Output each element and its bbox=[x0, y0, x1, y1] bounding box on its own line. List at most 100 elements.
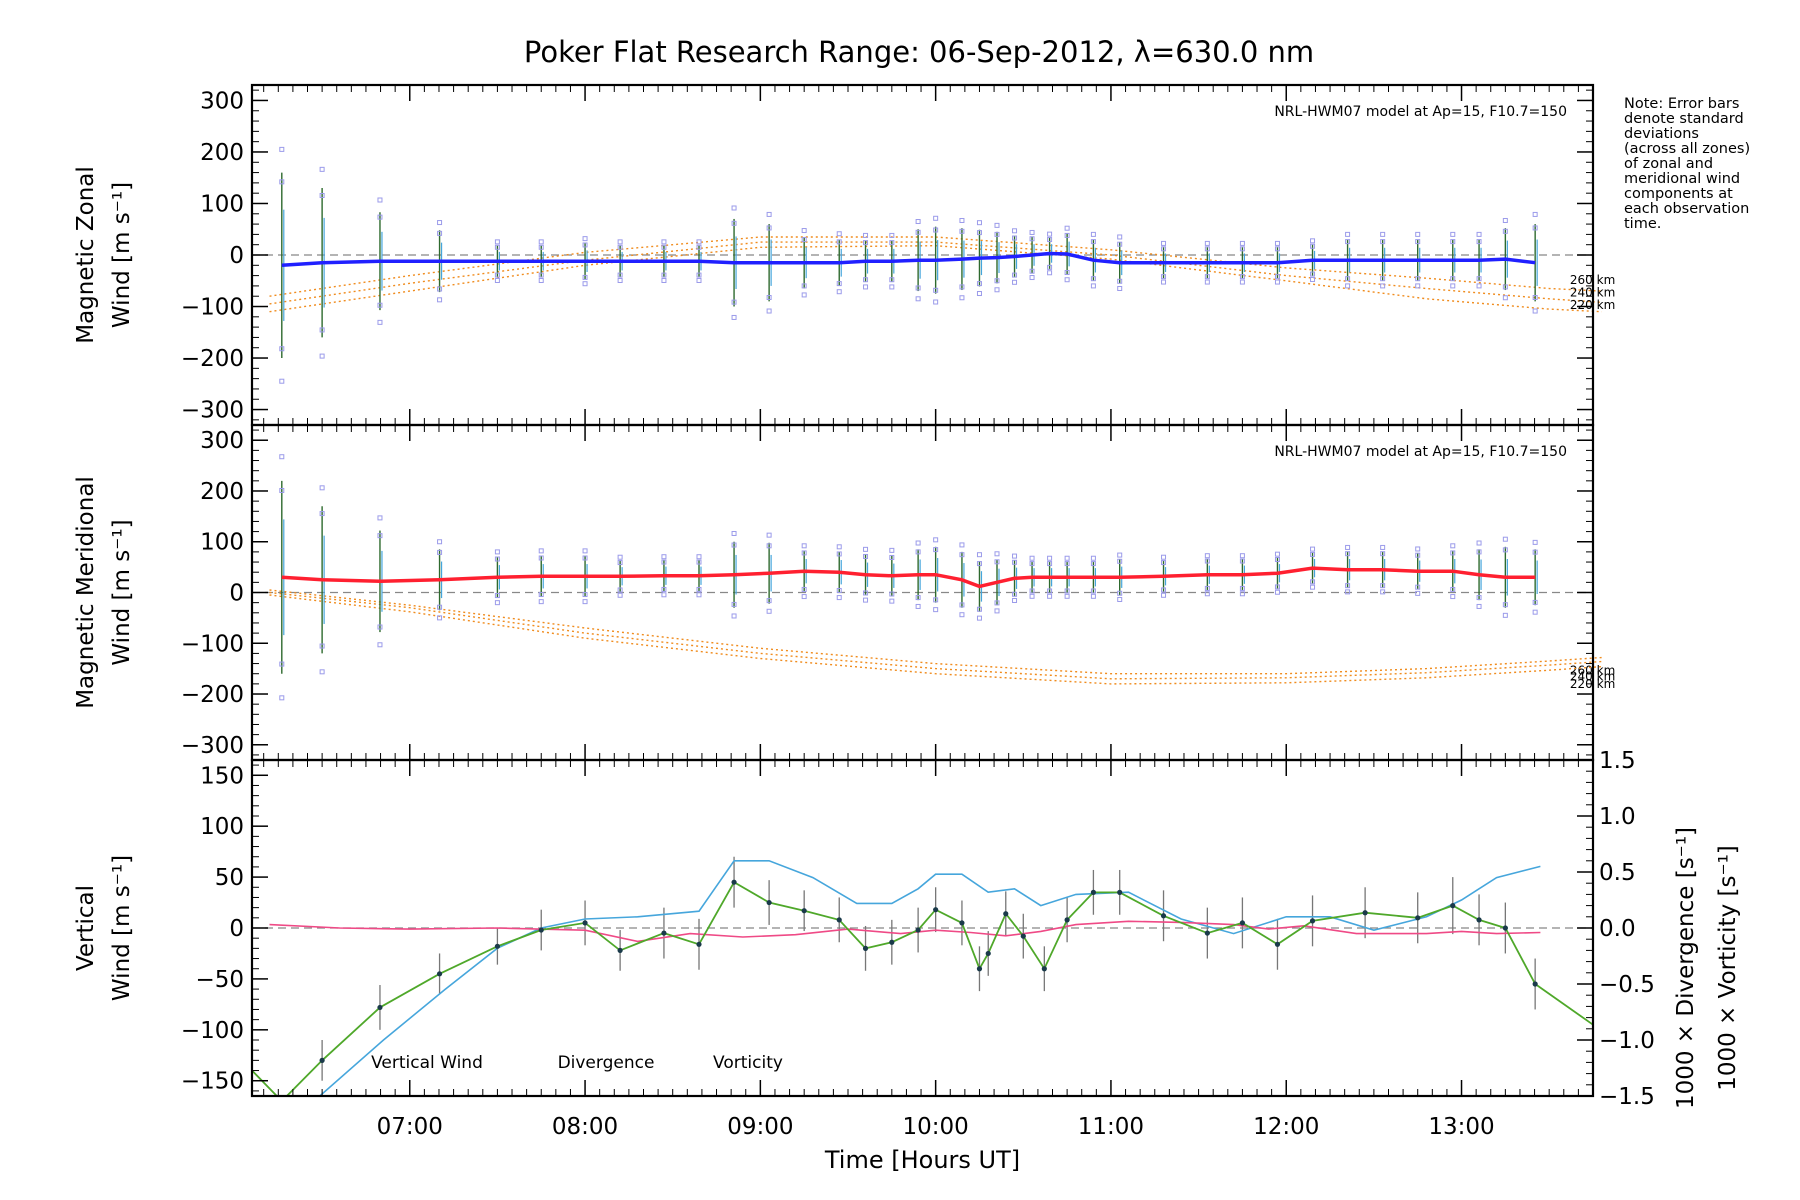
zone-sample bbox=[1274, 557, 1280, 563]
zone-sample bbox=[1450, 550, 1456, 556]
zone-sample bbox=[801, 292, 807, 298]
y-right-tick-label: 1.5 bbox=[1599, 748, 1636, 774]
zone-sample bbox=[617, 278, 623, 283]
zone-sample bbox=[933, 597, 939, 603]
zone-sample bbox=[1239, 553, 1245, 559]
zone-sample bbox=[889, 554, 895, 560]
y-right-tick-label: 0.5 bbox=[1599, 860, 1636, 886]
data-point bbox=[933, 907, 939, 913]
zone-sample bbox=[915, 595, 921, 601]
data-point bbox=[915, 927, 921, 933]
zone-sample bbox=[801, 586, 807, 592]
zone-sample bbox=[801, 237, 807, 243]
data-point bbox=[1415, 915, 1421, 921]
zone-sample bbox=[889, 232, 895, 238]
data-point bbox=[377, 1004, 383, 1011]
y-tick-label: 0 bbox=[229, 243, 244, 269]
zone-sample bbox=[1239, 274, 1245, 280]
zone-sample bbox=[1029, 236, 1035, 242]
zone-sample bbox=[994, 608, 1000, 614]
data-point bbox=[661, 930, 667, 936]
zone-sample bbox=[1090, 593, 1096, 599]
zone-sample bbox=[1064, 593, 1070, 599]
zone-sample bbox=[1117, 285, 1123, 291]
zone-sample bbox=[279, 146, 285, 152]
zone-sample bbox=[1415, 239, 1421, 245]
zone-sample bbox=[1029, 275, 1035, 281]
zone-sample bbox=[1029, 593, 1035, 599]
zone-sample bbox=[1047, 231, 1053, 237]
zone-sample bbox=[933, 215, 939, 221]
zone-sample bbox=[538, 244, 544, 250]
zone-sample bbox=[1029, 555, 1035, 561]
zone-sample bbox=[1161, 592, 1167, 598]
zone-sample bbox=[1502, 217, 1508, 223]
zone-sample bbox=[1502, 536, 1508, 542]
zone-sample bbox=[1117, 558, 1123, 564]
zone-sample bbox=[889, 598, 895, 604]
zone-sample bbox=[1204, 279, 1210, 285]
y-tick-label: −300 bbox=[181, 733, 244, 759]
data-point bbox=[538, 927, 544, 933]
note-line: denote standard bbox=[1624, 111, 1744, 127]
zone-sample bbox=[1064, 270, 1070, 276]
note-line: each observation bbox=[1624, 201, 1750, 217]
zone-sample bbox=[319, 511, 325, 517]
zone-sample bbox=[1380, 239, 1386, 245]
zone-sample bbox=[538, 555, 544, 561]
zone-sample bbox=[1047, 270, 1053, 276]
y-tick-label: −50 bbox=[195, 967, 244, 993]
zone-sample bbox=[1476, 231, 1482, 237]
zone-sample bbox=[933, 607, 939, 613]
zone-sample bbox=[582, 242, 588, 248]
y-tick-label: 200 bbox=[200, 140, 244, 166]
zone-sample bbox=[1274, 274, 1280, 280]
zone-sample bbox=[801, 283, 807, 289]
data-point bbox=[1532, 981, 1538, 987]
zone-sample bbox=[731, 542, 737, 548]
zone-sample bbox=[1090, 561, 1096, 567]
zone-sample bbox=[976, 615, 982, 621]
x-tick-label: 12:00 bbox=[1253, 1114, 1319, 1140]
zone-sample bbox=[915, 229, 921, 235]
zone-sample bbox=[1502, 602, 1508, 608]
zone-sample bbox=[1345, 544, 1351, 550]
data-point bbox=[494, 943, 501, 949]
zone-sample bbox=[1476, 549, 1482, 555]
zone-sample bbox=[959, 295, 965, 301]
data-point bbox=[1204, 930, 1210, 936]
zone-sample bbox=[959, 612, 965, 618]
data-point bbox=[1309, 918, 1316, 924]
zone-sample bbox=[1012, 559, 1018, 565]
note-line: (across all zones) bbox=[1624, 141, 1751, 157]
zone-sample bbox=[1090, 239, 1096, 245]
zone-sample bbox=[1239, 246, 1245, 252]
zone-sample bbox=[1415, 231, 1421, 237]
zone-sample bbox=[1064, 232, 1070, 238]
zone-sample bbox=[1204, 246, 1210, 252]
note-line: Note: Error bars bbox=[1624, 96, 1740, 112]
zone-sample bbox=[959, 284, 965, 290]
zone-sample bbox=[1161, 587, 1167, 593]
zone-sample bbox=[1029, 561, 1035, 567]
data-point bbox=[1090, 889, 1097, 895]
zone-sample bbox=[766, 295, 772, 300]
zone-sample bbox=[1310, 546, 1316, 552]
zone-sample bbox=[731, 530, 737, 536]
zone-sample bbox=[915, 219, 921, 225]
zone-sample bbox=[1450, 586, 1456, 592]
y-tick-label: 300 bbox=[200, 88, 244, 114]
zone-sample bbox=[279, 661, 285, 667]
zone-sample bbox=[1047, 561, 1053, 567]
zone-sample bbox=[1310, 238, 1316, 244]
zone-sample bbox=[836, 281, 842, 287]
model-annotation: NRL-HWM07 model at Ap=15, F10.7=150 bbox=[1274, 444, 1567, 460]
zone-sample bbox=[1532, 225, 1538, 231]
zone-sample bbox=[538, 548, 544, 554]
zone-sample bbox=[279, 179, 285, 185]
x-tick-label: 13:00 bbox=[1428, 1114, 1494, 1140]
zone-sample bbox=[1239, 279, 1245, 285]
zone-sample bbox=[1310, 579, 1316, 585]
zone-sample bbox=[766, 608, 772, 614]
zone-sample bbox=[1450, 594, 1456, 600]
